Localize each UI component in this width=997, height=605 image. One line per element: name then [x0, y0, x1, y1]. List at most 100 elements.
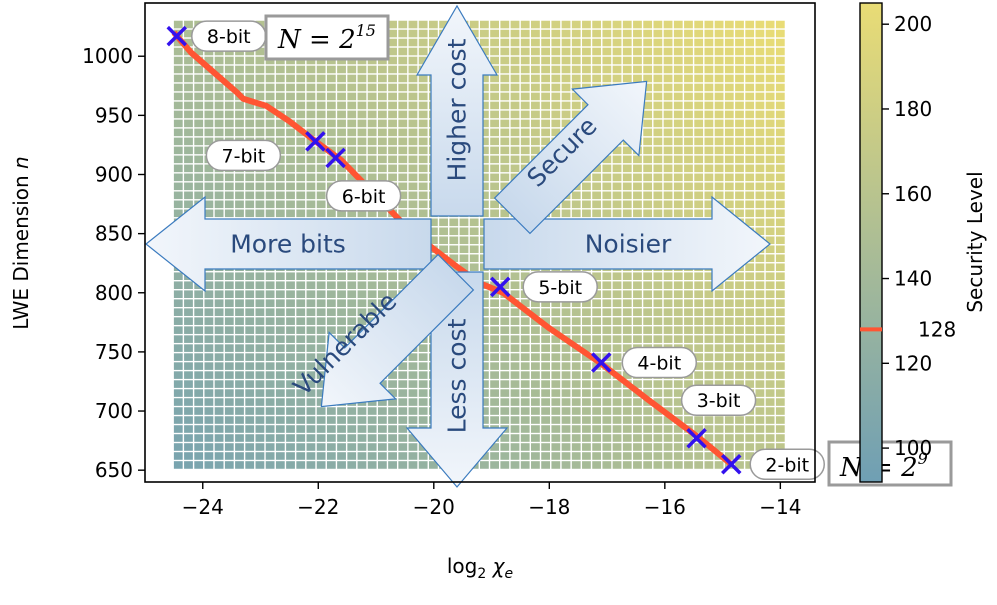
- heatmap-cell: [184, 452, 193, 460]
- heatmap-cell: [745, 128, 755, 137]
- heatmap-cell: [214, 65, 224, 74]
- heatmap-cell: [316, 308, 326, 316]
- heatmap-cell: [663, 29, 673, 38]
- heatmap-cell: [347, 74, 357, 83]
- heatmap-cell: [571, 461, 581, 469]
- heatmap-cell: [265, 407, 275, 415]
- heatmap-cell: [735, 326, 744, 334]
- heatmap-cell: [316, 155, 326, 164]
- heatmap-cell: [377, 164, 387, 173]
- heatmap-cell: [184, 56, 193, 65]
- heatmap-cell: [490, 308, 499, 316]
- heatmap-cell: [520, 443, 530, 451]
- heatmap-cell: [765, 128, 775, 137]
- heatmap-cell: [551, 74, 561, 83]
- heatmap-cell: [684, 110, 693, 119]
- heatmap-cell: [775, 272, 785, 281]
- heatmap-cell: [684, 128, 693, 137]
- heatmap-cell: [377, 398, 387, 406]
- heatmap-cell: [755, 182, 765, 191]
- heatmap-cell: [388, 281, 397, 289]
- heatmap-cell: [531, 119, 540, 128]
- heatmap-cell: [551, 38, 561, 47]
- heatmap-cell: [224, 353, 234, 361]
- heatmap-cell: [184, 362, 193, 370]
- heatmap-cell: [173, 74, 183, 83]
- heatmap-cell: [173, 326, 183, 334]
- heatmap-cell: [551, 56, 561, 65]
- heatmap-cell: [408, 353, 418, 361]
- heatmap-cell: [286, 272, 295, 281]
- heatmap-cell: [275, 452, 285, 460]
- heatmap-cell: [255, 74, 265, 83]
- heatmap-cell: [704, 128, 714, 137]
- heatmap-cell: [275, 317, 285, 325]
- heatmap-cell: [653, 110, 663, 119]
- heatmap-cell: [235, 362, 244, 370]
- heatmap-cell: [520, 425, 530, 433]
- heatmap-cell: [245, 74, 255, 83]
- heatmap-cell: [388, 83, 397, 92]
- heatmap-cell: [775, 407, 785, 415]
- heatmap-cell: [337, 461, 346, 469]
- heatmap-cell: [673, 407, 683, 415]
- heatmap-cell: [714, 299, 724, 307]
- heatmap-cell: [500, 362, 510, 370]
- heatmap-cell: [275, 128, 285, 137]
- heatmap-cell: [286, 389, 295, 397]
- heatmap-cell: [673, 452, 683, 460]
- heatmap-cell: [745, 209, 755, 218]
- heatmap-cell: [398, 20, 408, 29]
- heatmap-cell: [490, 47, 499, 56]
- heatmap-cell: [724, 83, 734, 92]
- heatmap-cell: [520, 461, 530, 469]
- heatmap-cell: [224, 200, 234, 209]
- heatmap-cell: [194, 362, 204, 370]
- heatmap-cell: [357, 299, 367, 307]
- heatmap-cell: [428, 461, 438, 469]
- heatmap-cell: [582, 425, 591, 433]
- heatmap-cell: [633, 416, 642, 424]
- heatmap-cell: [775, 128, 785, 137]
- heatmap-cell: [602, 452, 612, 460]
- heatmap-cell: [745, 380, 755, 388]
- heatmap-cell: [204, 353, 214, 361]
- heatmap-cell: [418, 398, 428, 406]
- heatmap-cell: [408, 38, 418, 47]
- heatmap-cell: [724, 371, 734, 379]
- heatmap-cell: [735, 308, 744, 316]
- heatmap-cell: [184, 164, 193, 173]
- heatmap-cell: [337, 101, 346, 110]
- heatmap-cell: [357, 425, 367, 433]
- heatmap-cell: [745, 308, 755, 316]
- heatmap-cell: [173, 272, 183, 281]
- heatmap-cell: [275, 416, 285, 424]
- marker-5-bit: [489, 276, 511, 298]
- heatmap-cell: [286, 452, 295, 460]
- heatmap-cell: [408, 92, 418, 101]
- heatmap-cell: [418, 461, 428, 469]
- heatmap-cell: [500, 416, 510, 424]
- heatmap-cell: [224, 380, 234, 388]
- heatmap-cell: [694, 101, 704, 110]
- heatmap-cell: [194, 308, 204, 316]
- heatmap-cell: [684, 290, 693, 298]
- heatmap-cell: [480, 173, 489, 182]
- heatmap-cell: [286, 443, 295, 451]
- heatmap-cell: [286, 191, 295, 200]
- heatmap-cell: [428, 38, 438, 47]
- heatmap-cell: [367, 137, 377, 146]
- heatmap-cell: [408, 182, 418, 191]
- heatmap-cell: [306, 452, 316, 460]
- heatmap-cell: [643, 20, 653, 29]
- heatmap-cell: [173, 299, 183, 307]
- heatmap-cell: [714, 443, 724, 451]
- heatmap-cell: [684, 182, 693, 191]
- heatmap-cell: [204, 362, 214, 370]
- heatmap-cell: [653, 182, 663, 191]
- heatmap-cell: [765, 434, 775, 442]
- heatmap-cell: [306, 461, 316, 469]
- heatmap-cell: [541, 56, 551, 65]
- heatmap-cell: [571, 317, 581, 325]
- heatmap-cell: [592, 65, 602, 74]
